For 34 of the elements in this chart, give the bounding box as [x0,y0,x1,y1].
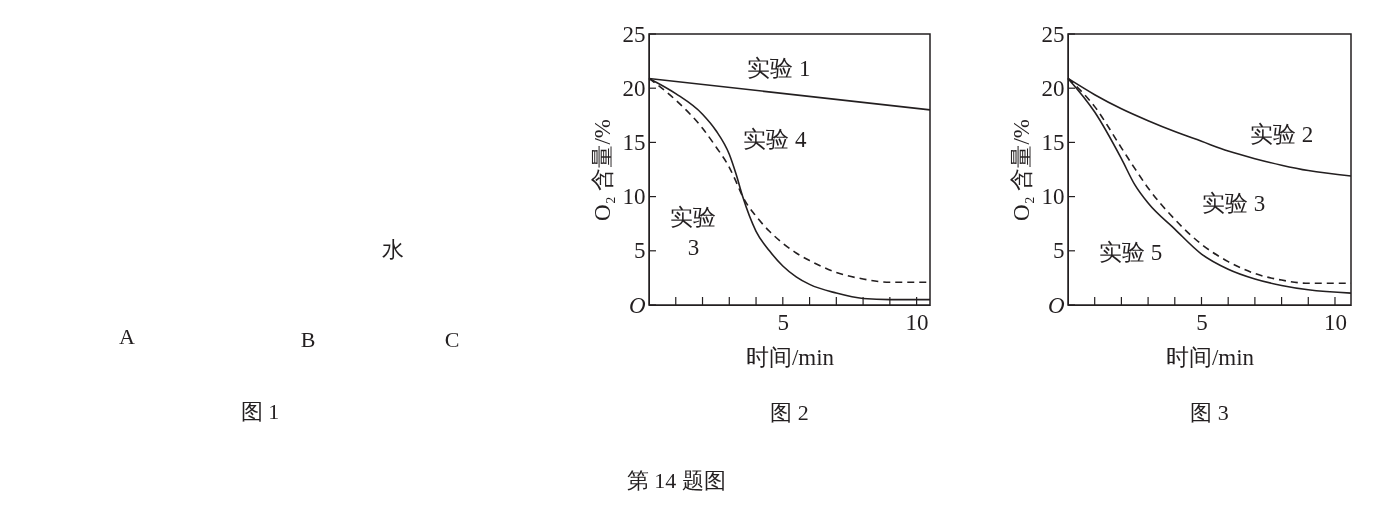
y-tick-label: O [1047,292,1065,318]
text: 第 14 题图 [626,468,726,493]
y-tick-label: O [628,292,646,318]
text: 水 [382,237,404,262]
y-tick-label: 5 [634,238,646,264]
x-tick-label: 10 [905,309,929,335]
series-label: 实验 1 [747,55,811,81]
y-tick-label: 25 [622,21,646,47]
x-axis-title: 时间/min [1165,344,1255,370]
x-tick-label: 10 [1323,309,1347,335]
y-tick-label: 15 [1041,129,1065,155]
series-label: 实验 4 [743,127,807,153]
text: 图 2 [770,400,809,425]
y-tick-label: 20 [1041,75,1065,101]
y-tick-label: 10 [1041,184,1065,210]
y-axis-title: O₂ 含量/% [589,119,615,221]
y-tick-label: 5 [1053,238,1065,264]
y-tick-label: 10 [622,184,646,210]
series-label: 实验 5 [1099,239,1163,265]
series-label: 实验 2 [1249,121,1314,147]
text: B [300,327,316,352]
x-axis-title: 时间/min [745,344,835,370]
series-label: 实验 3 [1201,191,1266,217]
series-label: 实验 3 [670,205,717,261]
x-tick-label: 5 [1196,309,1208,335]
text: C [444,327,460,352]
text: 图 3 [1190,400,1229,425]
y-tick-label: 15 [622,129,646,155]
y-tick-label: 25 [1041,21,1065,47]
text: A [119,324,136,349]
text: 图 1 [240,399,280,424]
x-tick-label: 5 [777,309,790,335]
y-axis-title: O₂ 含量/% [1008,119,1034,221]
y-tick-label: 20 [622,75,646,101]
